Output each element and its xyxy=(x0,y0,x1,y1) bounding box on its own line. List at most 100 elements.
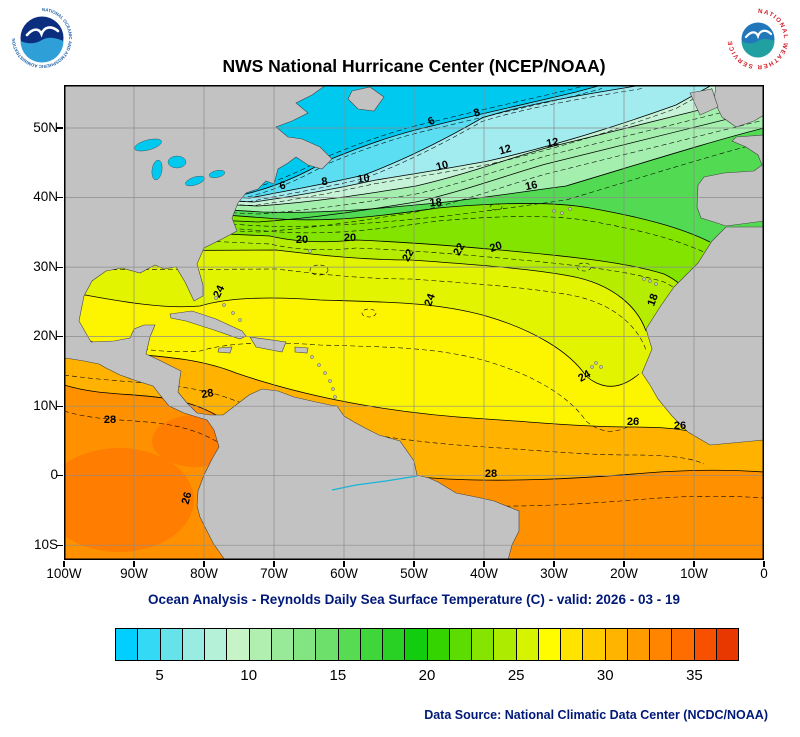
contour-label: 20 xyxy=(296,234,308,246)
colorbar-cell xyxy=(472,629,495,660)
lon-label: 80W xyxy=(190,566,218,581)
contour-label: 18 xyxy=(645,292,660,308)
land-puertorico xyxy=(294,346,309,354)
colorbar-cell xyxy=(160,629,183,660)
colorbar-cell xyxy=(427,629,450,660)
colorbar-tick-label: 30 xyxy=(596,667,614,684)
noaa-gull-icon xyxy=(25,26,60,38)
lon-label: 60W xyxy=(330,566,358,581)
colorbar-cell xyxy=(338,629,361,660)
contour-label: 26 xyxy=(674,420,686,432)
nws-gull-icon xyxy=(744,29,773,40)
eddy-contour xyxy=(309,264,329,276)
axis-tick xyxy=(273,561,275,567)
nws-logo: NATIONAL WEATHER SERVICE xyxy=(726,7,790,71)
great-lake xyxy=(167,155,187,169)
colorbar-cell xyxy=(316,629,339,660)
colorbar-cell xyxy=(672,629,695,660)
island xyxy=(654,282,658,286)
land-europe xyxy=(696,134,765,227)
contour-label: 20 xyxy=(344,232,356,244)
nws-globe-sea xyxy=(741,39,775,58)
contour-line-dashed xyxy=(63,268,647,351)
island xyxy=(214,296,218,300)
contour-label: 24 xyxy=(422,291,438,307)
contour-label: 26 xyxy=(180,491,195,506)
colorbar-cell xyxy=(116,629,139,660)
colorbar-cell xyxy=(205,629,228,660)
contour-label: 12 xyxy=(498,143,513,158)
colorbar-tick-label: 20 xyxy=(418,667,436,684)
land-newfoundland xyxy=(347,86,385,112)
lat-label: 30N xyxy=(33,258,58,274)
lon-label: 70W xyxy=(260,566,288,581)
island xyxy=(222,303,226,307)
lon-label: 10W xyxy=(680,566,708,581)
island xyxy=(317,363,321,367)
contour-label: 18 xyxy=(429,197,442,210)
colorbar-cell xyxy=(583,629,606,660)
colorbar-cell xyxy=(405,629,428,660)
contour-label: 26 xyxy=(627,416,639,428)
axis-tick xyxy=(56,197,63,199)
lon-label: 20W xyxy=(610,566,638,581)
contour-line-dashed xyxy=(63,88,713,206)
contour-line xyxy=(63,93,765,207)
contour-line-dashed xyxy=(63,335,640,432)
island xyxy=(599,365,603,369)
island xyxy=(594,361,598,365)
contour-line-dashed xyxy=(63,88,603,198)
land-jamaica xyxy=(217,346,233,354)
colorbar-cell xyxy=(716,629,738,660)
island xyxy=(642,277,646,281)
lon-label: 50W xyxy=(400,566,428,581)
axis-tick xyxy=(56,475,63,477)
contour-line-dashed xyxy=(63,119,765,233)
contour-line xyxy=(63,346,705,437)
contour-label: 28 xyxy=(485,468,497,480)
colorbar-cell xyxy=(383,629,406,660)
axis-tick xyxy=(63,561,65,567)
axis-tick xyxy=(693,561,695,567)
contour-line-dashed xyxy=(63,88,643,202)
axis-tick xyxy=(56,405,63,407)
contour-line-dashed xyxy=(63,141,765,227)
colorbar-cell xyxy=(182,629,205,660)
contour-line xyxy=(63,202,711,243)
colorbar-cell xyxy=(516,629,539,660)
lon-label: 90W xyxy=(120,566,148,581)
contour-line-dashed xyxy=(63,101,765,215)
contour-label: 6 xyxy=(279,180,287,193)
contour-line xyxy=(63,84,643,199)
colorbar-cell xyxy=(360,629,383,660)
contour-line-dashed xyxy=(64,240,682,295)
island xyxy=(308,249,312,253)
lat-label: 20N xyxy=(33,328,58,344)
colorbar-tick-label: 5 xyxy=(155,667,164,684)
land-mainland xyxy=(63,84,520,561)
contour-label: 16 xyxy=(524,179,538,193)
data-source: Data Source: National Climatic Data Cent… xyxy=(424,708,768,722)
colorbar-tick-label: 35 xyxy=(686,667,703,684)
axis-tick xyxy=(56,336,63,338)
island xyxy=(590,365,594,369)
island xyxy=(328,379,332,383)
map-border xyxy=(64,85,764,560)
colorbar-tick-label: 15 xyxy=(329,667,347,684)
axis-tick xyxy=(483,561,485,567)
contour-label: 24 xyxy=(211,283,227,300)
colorbar-cell xyxy=(650,629,673,660)
axis-tick xyxy=(343,561,345,567)
colorbar-cell xyxy=(138,629,161,660)
eddy-contour xyxy=(361,308,377,318)
lon-label: 100W xyxy=(46,566,82,581)
noaa-emblem-sea xyxy=(20,37,64,63)
contour-line-dashed xyxy=(63,80,603,191)
axis-tick xyxy=(553,561,555,567)
contour-label: 22 xyxy=(400,247,417,264)
lat-label: 10N xyxy=(33,397,58,413)
axis-tick xyxy=(56,544,63,546)
colorbar-cell xyxy=(249,629,272,660)
